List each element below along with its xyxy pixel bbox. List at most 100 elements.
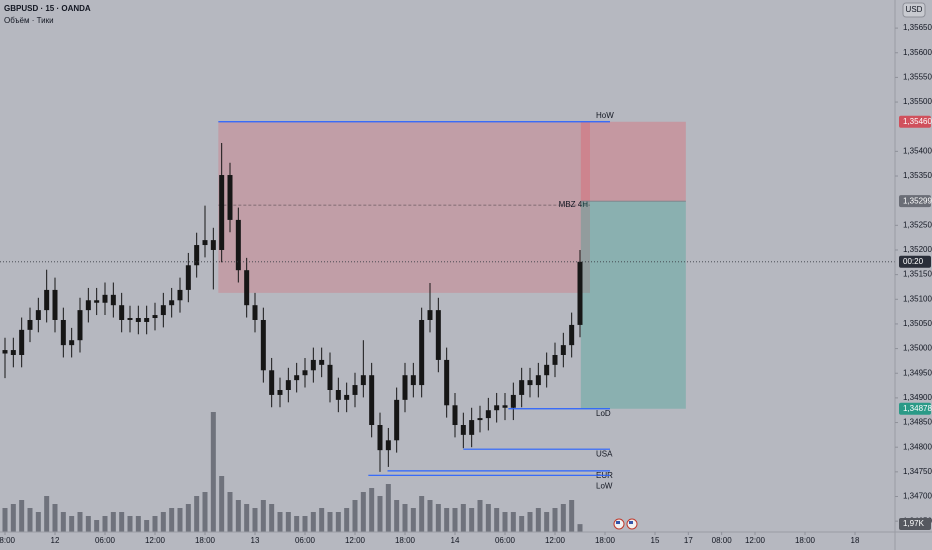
candle-body: [2, 350, 8, 354]
candle-body: [335, 390, 341, 400]
x-tick-label: 12:00: [145, 536, 166, 545]
candle-body: [85, 300, 91, 311]
event-icons[interactable]: [613, 518, 638, 530]
candle-body: [552, 354, 558, 365]
volume-bar: [152, 516, 158, 532]
volume-bar: [144, 520, 150, 532]
entry-badge-label: 1,35299: [903, 196, 932, 205]
volume-bar: [252, 508, 258, 532]
symbol: GBPUSD · 15 · OANDA: [4, 4, 91, 13]
candle-body: [502, 405, 508, 408]
volume-bar: [485, 504, 491, 532]
volume-bar: [535, 508, 541, 532]
volume-bar: [35, 512, 41, 532]
candle-body: [202, 240, 208, 246]
candle-body: [94, 300, 100, 303]
volume-bar: [577, 524, 583, 532]
volume-bar: [327, 512, 333, 532]
volume-bar: [102, 516, 108, 532]
candle-body: [452, 405, 458, 426]
x-tick-label: 06:00: [295, 536, 316, 545]
volume-badge: [899, 518, 931, 530]
candle-body: [535, 375, 541, 386]
zone-label: MBZ 4H: [559, 200, 589, 209]
indicator: Объём · Тики: [4, 16, 54, 25]
candle-body: [152, 315, 158, 319]
candle-body: [127, 318, 133, 320]
y-tick-label: 1,34950: [903, 368, 932, 377]
candle-body: [60, 319, 66, 346]
flag-part: [629, 521, 633, 524]
candle-body: [319, 359, 325, 365]
candle-body: [469, 420, 475, 435]
volume-bar: [310, 512, 316, 532]
volume-bar: [85, 516, 91, 532]
candle-body: [160, 305, 166, 316]
candle-body: [10, 350, 16, 355]
volume-bar: [294, 516, 300, 532]
candle-body: [577, 261, 583, 325]
volume-bar: [302, 516, 308, 532]
volume-bar: [210, 412, 216, 532]
candle-body: [260, 319, 266, 371]
candle-body: [327, 364, 333, 391]
y-tick-label: 1,34850: [903, 418, 932, 427]
volume-bar: [202, 492, 208, 532]
volume-bar: [2, 508, 8, 532]
candle-body: [427, 310, 433, 320]
candle-body: [227, 175, 233, 220]
volume-bar: [119, 512, 125, 532]
x-tick-label: 18:00: [0, 536, 16, 545]
x-tick-label: 12:00: [345, 536, 366, 545]
volume-bar: [194, 496, 200, 532]
candle-body: [185, 265, 191, 290]
candle-body: [569, 324, 575, 346]
volume-bar: [352, 500, 358, 532]
candle-body: [419, 319, 425, 386]
candle-body: [244, 270, 250, 306]
candle-body: [169, 300, 175, 306]
candle-body: [277, 390, 283, 395]
volume-bar: [10, 504, 16, 532]
level-label: LoD: [596, 409, 611, 418]
x-tick-label: 14: [451, 536, 460, 545]
volume-bar: [427, 500, 433, 532]
x-tick-label: 18: [851, 536, 860, 545]
level-label: USA: [596, 449, 613, 458]
x-tick-label: 12:00: [545, 536, 566, 545]
volume-bar: [60, 512, 66, 532]
candle-body: [560, 345, 566, 355]
volume-bar: [469, 508, 475, 532]
candle-body: [269, 370, 275, 395]
candle-body: [119, 305, 125, 320]
volume-bar: [135, 516, 141, 532]
candle-body: [144, 318, 150, 322]
position-target: [580, 201, 686, 409]
candle-body: [402, 375, 408, 400]
y-tick-label: 1,35200: [903, 245, 932, 254]
candle-body: [410, 375, 416, 386]
volume-bar: [369, 488, 375, 532]
x-tick-label: 17: [684, 536, 693, 545]
candle-body: [477, 418, 483, 421]
currency-button[interactable]: [902, 2, 926, 18]
target-badge-label: 1,34878: [903, 404, 932, 413]
x-tick-label: 18:00: [595, 536, 616, 545]
volume-bar: [77, 512, 83, 532]
candle-body: [460, 425, 466, 435]
x-tick-label: 13: [251, 536, 260, 545]
volume-bar: [277, 512, 283, 532]
candle-body: [135, 318, 141, 322]
volume-bar: [269, 504, 275, 532]
candle-body: [110, 294, 116, 306]
x-tick-label: 15: [651, 536, 660, 545]
volume-bar: [285, 512, 291, 532]
stop-badge: [899, 115, 931, 128]
volume-bar: [169, 508, 175, 532]
y-tick-label: 1,35150: [903, 270, 932, 279]
volume-bar: [385, 484, 391, 532]
volume-bar: [435, 504, 441, 532]
candle-body: [494, 405, 500, 411]
currency[interactable]: USD: [906, 5, 923, 14]
